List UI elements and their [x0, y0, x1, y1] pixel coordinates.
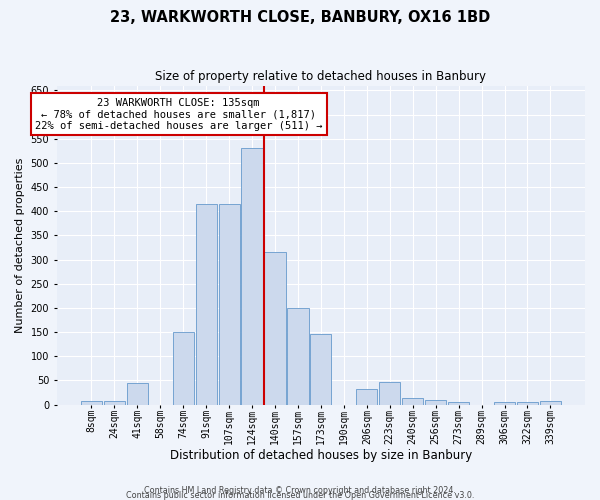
Text: Contains public sector information licensed under the Open Government Licence v3: Contains public sector information licen… — [126, 491, 474, 500]
Text: Contains HM Land Registry data © Crown copyright and database right 2024.: Contains HM Land Registry data © Crown c… — [144, 486, 456, 495]
Bar — [127, 384, 148, 404]
Bar — [104, 400, 125, 404]
Bar — [287, 308, 308, 404]
Bar — [517, 402, 538, 404]
Bar — [218, 204, 239, 404]
X-axis label: Distribution of detached houses by size in Banbury: Distribution of detached houses by size … — [170, 450, 472, 462]
Text: 23 WARKWORTH CLOSE: 135sqm
← 78% of detached houses are smaller (1,817)
22% of s: 23 WARKWORTH CLOSE: 135sqm ← 78% of deta… — [35, 98, 322, 131]
Bar — [494, 402, 515, 404]
Bar — [402, 398, 423, 404]
Bar — [310, 334, 331, 404]
Bar — [241, 148, 263, 404]
Bar — [379, 382, 400, 404]
Bar — [81, 400, 102, 404]
Bar — [265, 252, 286, 404]
Y-axis label: Number of detached properties: Number of detached properties — [15, 158, 25, 332]
Bar — [356, 388, 377, 404]
Bar — [196, 204, 217, 404]
Bar — [173, 332, 194, 404]
Title: Size of property relative to detached houses in Banbury: Size of property relative to detached ho… — [155, 70, 487, 83]
Bar — [448, 402, 469, 404]
Text: 23, WARKWORTH CLOSE, BANBURY, OX16 1BD: 23, WARKWORTH CLOSE, BANBURY, OX16 1BD — [110, 10, 490, 25]
Bar — [540, 401, 561, 404]
Bar — [425, 400, 446, 404]
